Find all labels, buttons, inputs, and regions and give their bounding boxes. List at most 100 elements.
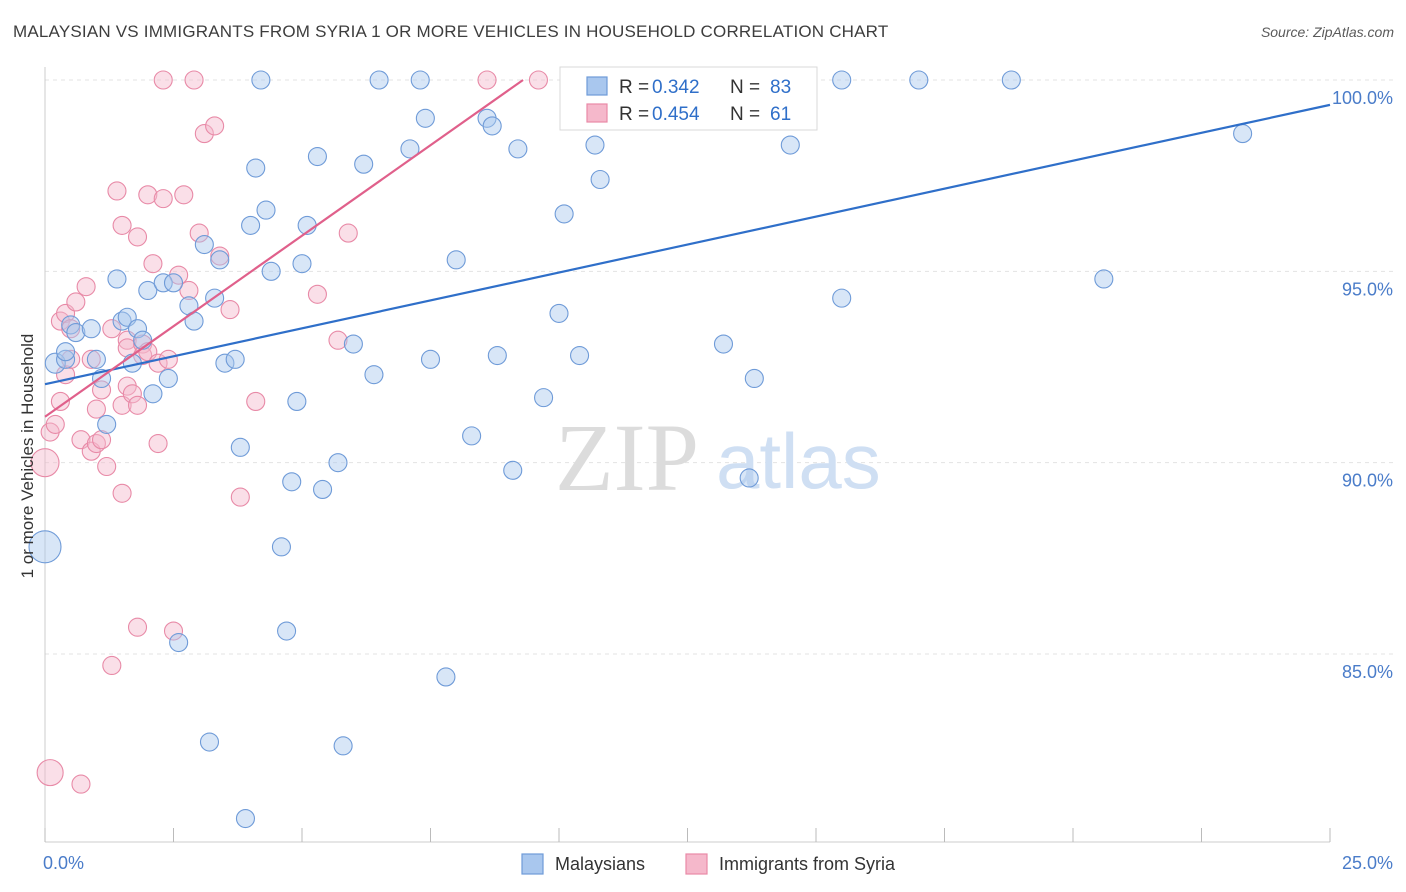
syria-point <box>36 759 64 787</box>
syria-point <box>117 338 137 358</box>
malaysians-point <box>415 108 435 128</box>
malaysians-point <box>44 352 66 374</box>
malaysians-point <box>230 437 250 457</box>
malaysians-point <box>503 460 523 480</box>
stats-n-label-malaysians: N = <box>730 77 760 98</box>
stats-n-value-malaysians: 83 <box>770 77 791 98</box>
syria-point <box>50 391 70 411</box>
malaysians-point <box>225 349 245 369</box>
malaysians-point <box>585 135 605 155</box>
source-label: Source: ZipAtlas.com <box>1260 24 1394 40</box>
syria-point <box>107 181 127 201</box>
syria-point <box>66 292 86 312</box>
syria-point <box>122 384 142 404</box>
tick-labels: 100.0% 95.0% 90.0% 85.0% 0.0% 25.0% <box>43 88 1393 873</box>
watermark-atlas: atlas <box>716 417 881 505</box>
malaysians-point <box>287 391 307 411</box>
malaysians-point <box>56 342 76 362</box>
syria-point <box>338 223 358 243</box>
malaysians-point <box>549 303 569 323</box>
syria-point <box>102 655 122 676</box>
malaysians-point <box>1001 70 1021 90</box>
malaysians-point <box>107 269 127 289</box>
y-tick-label: 90.0% <box>1342 471 1393 491</box>
syria-point <box>189 223 209 243</box>
malaysians-point <box>169 632 189 653</box>
malaysians-point <box>210 250 230 270</box>
syria-point <box>148 433 168 454</box>
malaysians-point <box>153 273 173 293</box>
malaysians-point <box>97 414 117 434</box>
y-tick-label: 100.0% <box>1332 88 1393 108</box>
malaysians-point <box>832 288 852 308</box>
malaysians-point <box>333 736 353 756</box>
malaysians-point <box>554 204 574 224</box>
syria-point <box>179 280 199 301</box>
syria-point <box>112 215 132 235</box>
syria-point <box>230 487 250 507</box>
stats-box: R = 0.342 N = 83 R = 0.454 N = 61 <box>559 66 818 131</box>
malaysians-point <box>28 530 62 564</box>
malaysians-point <box>127 319 148 339</box>
syria-point <box>143 254 163 274</box>
syria-point <box>220 300 240 320</box>
y-axis-title: 1 or more Vehicles in Household <box>18 334 37 579</box>
syria-point <box>163 621 184 641</box>
malaysians-point <box>780 135 800 155</box>
malaysians-point <box>251 70 271 90</box>
malaysians-point <box>436 667 456 687</box>
syria-point <box>102 319 122 339</box>
malaysians-point <box>158 368 178 389</box>
malaysians-point <box>112 311 132 331</box>
malaysians-point <box>446 250 466 270</box>
malaysians-point <box>832 70 852 90</box>
malaysians-point <box>246 158 266 178</box>
syria-point <box>71 774 91 794</box>
malaysians-point <box>133 330 153 350</box>
malaysians-point <box>271 537 291 557</box>
malaysians-point <box>410 70 430 90</box>
malaysians-point <box>241 215 261 235</box>
y-tick-label: 95.0% <box>1342 279 1393 299</box>
malaysians-point <box>343 334 363 354</box>
malaysians-point <box>364 365 384 385</box>
malaysians-point <box>277 621 297 641</box>
x-tick-label: 0.0% <box>43 853 84 873</box>
malaysians-point <box>462 426 482 446</box>
malaysians-point <box>909 70 929 90</box>
malaysians-point <box>739 468 759 488</box>
syria-point <box>86 433 106 454</box>
stats-n-label-syria: N = <box>730 104 760 125</box>
malaysians-point <box>163 273 184 293</box>
malaysians-point <box>1233 124 1253 144</box>
stats-swatch-malaysians <box>586 76 608 96</box>
y-tick-label: 85.0% <box>1342 662 1393 682</box>
malaysians-point <box>143 384 163 404</box>
syria-point <box>97 456 117 477</box>
chart-title: MALAYSIAN VS IMMIGRANTS FROM SYRIA 1 OR … <box>13 22 889 41</box>
malaysians-point <box>307 146 327 167</box>
malaysians-point <box>138 280 158 301</box>
syria-point <box>112 483 132 503</box>
malaysians-point <box>282 472 302 492</box>
syria-point <box>205 116 225 136</box>
malaysians-point <box>313 479 333 500</box>
syria-point <box>81 349 101 369</box>
malaysians-point <box>420 349 441 369</box>
malaysians-point <box>570 345 590 366</box>
malaysians-point <box>328 453 348 473</box>
malaysians-point <box>744 368 764 389</box>
watermark: ZIP atlas <box>555 404 881 511</box>
syria-point <box>86 399 106 419</box>
malaysians-point <box>81 319 101 339</box>
axes <box>44 67 1331 843</box>
legend-swatch-syria <box>685 853 708 875</box>
stats-swatch-syria <box>586 103 608 123</box>
malaysians-point <box>508 139 528 159</box>
syria-point <box>30 448 60 478</box>
malaysians-point <box>194 234 214 255</box>
malaysians-point <box>256 200 276 220</box>
malaysians-point <box>235 808 256 829</box>
syria-point <box>127 617 148 637</box>
stats-n-value-syria: 61 <box>770 104 791 125</box>
